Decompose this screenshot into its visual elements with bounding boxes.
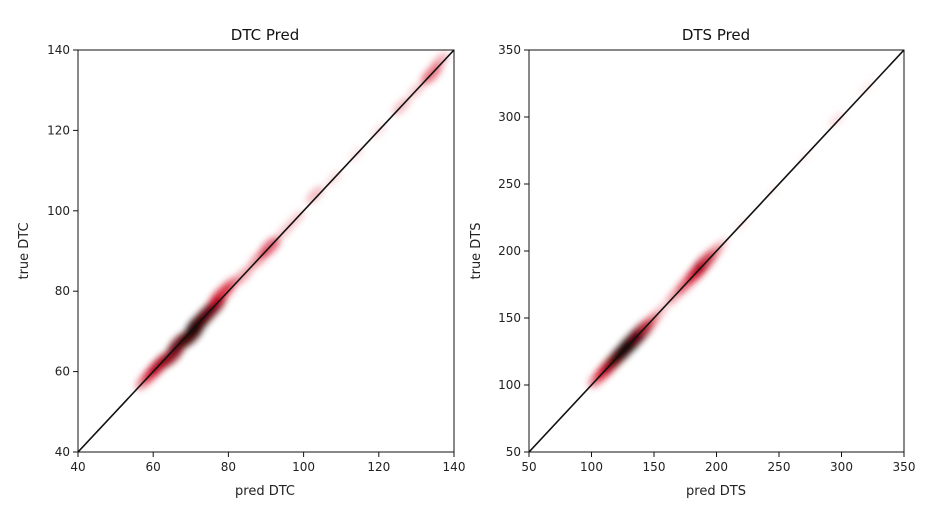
density-point [217, 276, 239, 298]
x-tick-label: 300 [830, 460, 853, 474]
y-tick-label: 60 [55, 365, 70, 379]
y-tick-label: 200 [498, 244, 521, 258]
x-tick-label: 100 [580, 460, 603, 474]
y-tick-label: 350 [498, 43, 521, 57]
chart-title: DTS Pred [682, 26, 750, 44]
x-tick-label: 200 [705, 460, 728, 474]
x-tick-label: 100 [292, 460, 315, 474]
y-tick-label: 120 [47, 123, 70, 137]
y-tick-label: 80 [55, 284, 70, 298]
x-axis-label: pred DTC [235, 484, 295, 499]
density-point [858, 79, 875, 96]
x-tick-label: 140 [443, 460, 466, 474]
y-tick-label: 150 [498, 311, 521, 325]
x-tick-label: 250 [768, 460, 791, 474]
density-point [305, 185, 324, 204]
chart-title: DTC Pred [231, 26, 299, 44]
y-axis-label: true DTS [469, 222, 484, 279]
x-tick-label: 350 [893, 460, 916, 474]
x-tick-label: 120 [367, 460, 390, 474]
x-tick-label: 60 [146, 460, 161, 474]
density-layer [135, 52, 449, 390]
dtc-pred-panel: DTC Pred 40 60 80 100 120 140 40 60 80 100 120 140… [17, 26, 465, 499]
y-tick-label: 50 [506, 445, 521, 459]
dts-pred-panel: DTS Pred 50 100 150 200 250 300 350 50 100 150 20… [469, 26, 915, 499]
y-axis-label: true DTC [17, 222, 32, 279]
reference-line [78, 50, 454, 452]
reference-line [529, 50, 904, 452]
y-tick-label: 40 [55, 445, 70, 459]
density-point [828, 111, 845, 128]
plot-frame [77, 49, 455, 453]
x-tick-label: 40 [70, 460, 85, 474]
x-tick-label: 50 [521, 460, 536, 474]
y-tick-label: 250 [498, 177, 521, 191]
x-tick-label: 80 [221, 460, 236, 474]
x-tick-label: 150 [643, 460, 666, 474]
density-point [429, 52, 449, 72]
y-tick-label: 140 [47, 43, 70, 57]
x-axis-label: pred DTS [686, 484, 746, 499]
y-tick-label: 300 [498, 110, 521, 124]
y-tick-label: 100 [47, 204, 70, 218]
y-tick-label: 100 [498, 378, 521, 392]
